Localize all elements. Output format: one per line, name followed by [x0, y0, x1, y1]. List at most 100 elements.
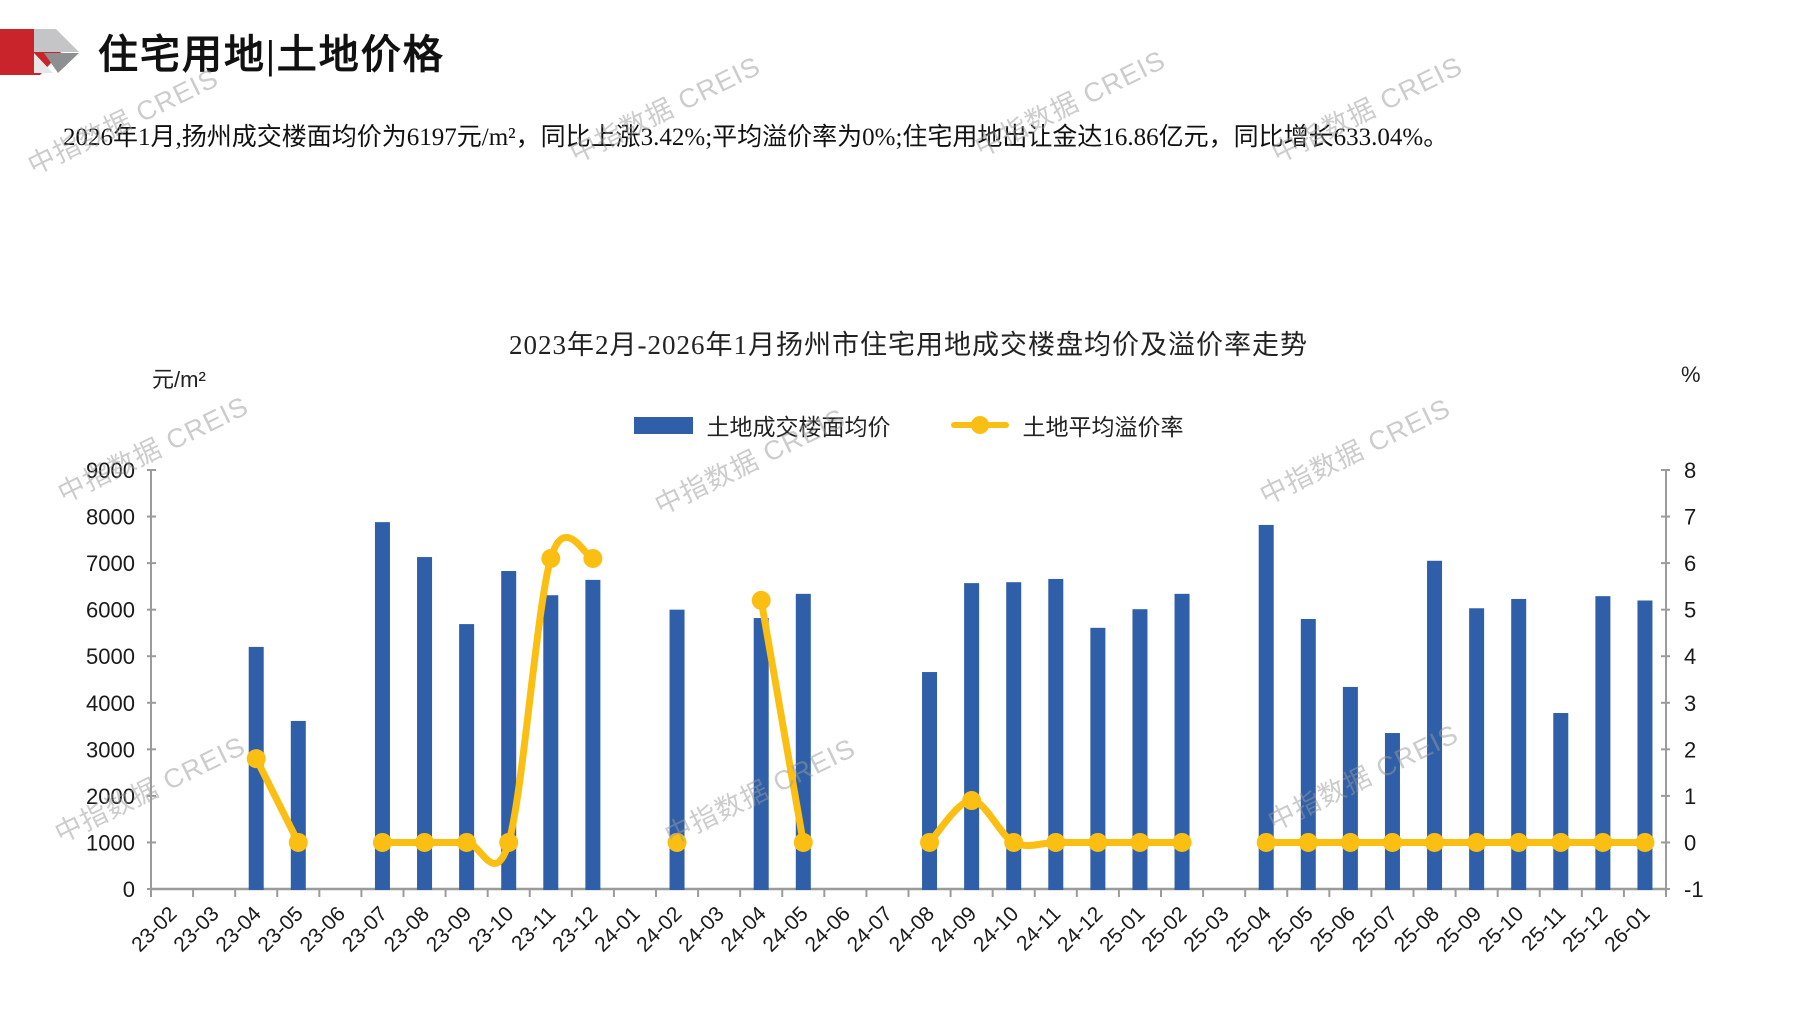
premium-point-25-11[interactable]	[1551, 832, 1571, 852]
x-axis-category-label: 23-09	[422, 902, 476, 956]
left-axis-tick-label: 3000	[86, 737, 135, 762]
x-axis-category-label: 23-12	[548, 902, 602, 956]
premium-point-24-09[interactable]	[962, 791, 982, 811]
x-axis-category-label: 24-03	[674, 902, 728, 956]
x-axis-category-label: 24-12	[1053, 902, 1107, 956]
x-axis-category-label: 24-06	[801, 902, 855, 956]
premium-point-25-12[interactable]	[1593, 832, 1613, 852]
premium-point-23-10[interactable]	[499, 832, 519, 852]
left-axis-tick-label: 6000	[86, 598, 135, 623]
bar-23-12[interactable]	[585, 579, 601, 890]
premium-point-24-02[interactable]	[667, 832, 687, 852]
x-axis-category-label: 23-02	[127, 902, 181, 956]
chart-title: 2023年2月-2026年1月扬州市住宅用地成交楼盘均价及溢价率走势	[509, 330, 1308, 360]
premium-point-25-07[interactable]	[1382, 832, 1402, 852]
premium-point-25-02[interactable]	[1172, 832, 1192, 852]
right-axis-tick-label: 0	[1684, 830, 1696, 855]
premium-point-23-08[interactable]	[415, 832, 435, 852]
left-axis-tick-label: 5000	[86, 644, 135, 669]
bar-23-09[interactable]	[459, 624, 475, 890]
x-axis-category-label: 25-02	[1137, 902, 1191, 956]
left-axis-tick-label: 1000	[86, 830, 135, 855]
right-axis-tick-label: 7	[1684, 505, 1696, 530]
bar-25-06[interactable]	[1342, 686, 1358, 890]
x-axis-category-label: 23-06	[296, 902, 350, 956]
premium-point-23-04[interactable]	[246, 749, 266, 769]
bar-24-08[interactable]	[922, 672, 938, 890]
premium-point-25-06[interactable]	[1340, 832, 1360, 852]
logo-gray-pale-shape	[34, 53, 53, 73]
x-axis-category-label: 25-05	[1264, 902, 1318, 956]
bar-25-07[interactable]	[1384, 733, 1400, 890]
left-axis-tick-label: 2000	[86, 784, 135, 809]
bar-25-02[interactable]	[1174, 593, 1190, 890]
bar-24-12[interactable]	[1090, 627, 1106, 890]
right-axis-tick-label: 6	[1684, 551, 1696, 576]
bar-24-09[interactable]	[964, 583, 980, 890]
premium-line-segment	[757, 596, 807, 846]
left-axis-tick-label: 0	[123, 877, 135, 902]
x-axis-category-label: 25-10	[1474, 902, 1528, 956]
premium-point-23-09[interactable]	[457, 832, 477, 852]
legend-item-bar[interactable]: 土地成交楼面均价	[633, 408, 891, 442]
bar-25-10[interactable]	[1511, 598, 1527, 890]
right-axis-tick-label: -1	[1684, 877, 1704, 902]
page-header: 住宅用地|土地价格	[0, 22, 445, 80]
premium-point-25-09[interactable]	[1467, 832, 1487, 852]
bar-23-04[interactable]	[248, 646, 264, 890]
bar-23-05[interactable]	[290, 720, 306, 890]
right-axis-tick-label: 1	[1684, 784, 1696, 809]
left-axis-tick-label: 4000	[86, 691, 135, 716]
bar-23-11[interactable]	[543, 595, 559, 890]
x-axis-category-label: 25-08	[1390, 902, 1444, 956]
premium-point-23-11[interactable]	[541, 548, 561, 568]
premium-point-24-05[interactable]	[793, 832, 813, 852]
bar-24-11[interactable]	[1048, 578, 1064, 890]
bar-24-02[interactable]	[669, 609, 685, 890]
premium-point-23-05[interactable]	[288, 832, 308, 852]
summary-text: 2026年1月,扬州成交楼面均价为6197元/m²，同比上涨3.42%;平均溢价…	[63, 124, 1449, 151]
bar-25-11[interactable]	[1553, 713, 1569, 890]
premium-point-24-04[interactable]	[751, 590, 771, 610]
premium-point-25-10[interactable]	[1509, 832, 1529, 852]
bar-24-04[interactable]	[753, 618, 769, 890]
x-axis-category-label: 23-04	[211, 902, 265, 956]
premium-line-segment	[378, 534, 597, 867]
bar-25-08[interactable]	[1427, 560, 1443, 890]
left-axis-tick-label: 7000	[86, 551, 135, 576]
bar-25-12[interactable]	[1595, 596, 1611, 890]
premium-point-24-08[interactable]	[920, 832, 940, 852]
legend-item-line[interactable]: 土地平均溢价率	[950, 408, 1184, 442]
bar-26-01[interactable]	[1637, 600, 1653, 890]
x-axis-category-label: 24-01	[590, 902, 644, 956]
x-axis-category-label: 23-05	[254, 902, 308, 956]
premium-point-25-04[interactable]	[1256, 832, 1276, 852]
premium-point-23-12[interactable]	[583, 548, 603, 568]
right-axis-tick-label: 5	[1684, 598, 1696, 623]
premium-point-24-11[interactable]	[1046, 832, 1066, 852]
premium-point-24-12[interactable]	[1088, 832, 1108, 852]
premium-point-25-05[interactable]	[1298, 832, 1318, 852]
bar-25-09[interactable]	[1469, 608, 1485, 890]
premium-point-25-01[interactable]	[1130, 832, 1150, 852]
page-title: 住宅用地|土地价格	[98, 32, 445, 77]
left-axis-unit: 元/m²	[152, 367, 206, 392]
bar-series-swatch	[633, 416, 693, 434]
right-axis-tick-label: 3	[1684, 691, 1696, 716]
x-axis-category-label: 25-07	[1348, 902, 1402, 956]
x-axis-category-label: 25-09	[1432, 902, 1486, 956]
premium-point-24-10[interactable]	[1004, 832, 1024, 852]
left-axis-tick-label: 9000	[86, 458, 135, 483]
right-axis-tick-label: 8	[1684, 458, 1696, 483]
premium-point-26-01[interactable]	[1635, 832, 1655, 852]
bar-25-05[interactable]	[1300, 618, 1316, 890]
bar-25-04[interactable]	[1258, 524, 1274, 890]
x-axis-category-label: 24-02	[632, 902, 686, 956]
bar-23-07[interactable]	[374, 522, 390, 890]
bar-25-01[interactable]	[1132, 609, 1148, 890]
bar-23-08[interactable]	[417, 557, 433, 890]
bar-24-10[interactable]	[1006, 582, 1022, 890]
premium-point-23-07[interactable]	[372, 832, 392, 852]
premium-point-25-08[interactable]	[1425, 832, 1445, 852]
x-axis-category-label: 25-03	[1179, 902, 1233, 956]
